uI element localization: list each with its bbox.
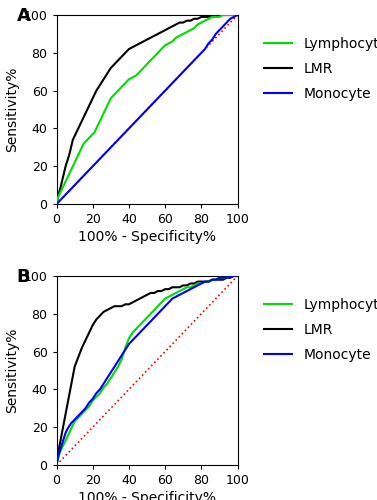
X-axis label: 100% - Specificity%: 100% - Specificity% — [78, 230, 216, 244]
Text: B: B — [17, 268, 31, 286]
Legend: Lymphocyte, LMR, Monocyte: Lymphocyte, LMR, Monocyte — [259, 292, 377, 368]
Y-axis label: Sensitivity%: Sensitivity% — [6, 67, 20, 152]
X-axis label: 100% - Specificity%: 100% - Specificity% — [78, 491, 216, 500]
Text: A: A — [17, 8, 31, 26]
Y-axis label: Sensitivity%: Sensitivity% — [6, 328, 20, 413]
Legend: Lymphocyte, LMR, Monocyte: Lymphocyte, LMR, Monocyte — [259, 32, 377, 106]
